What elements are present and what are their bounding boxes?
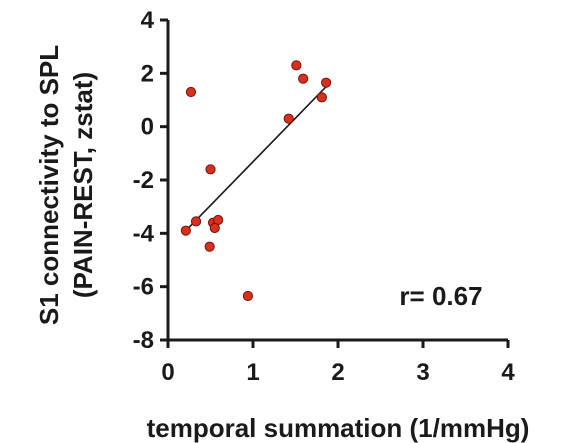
x-axis-label: temporal summation (1/mmHg) xyxy=(147,413,530,443)
x-tick-label: 0 xyxy=(161,359,174,386)
data-point xyxy=(180,225,191,236)
data-point xyxy=(283,113,294,124)
data-point xyxy=(185,86,197,98)
data-point xyxy=(291,60,302,71)
data-points xyxy=(180,60,332,302)
x-tick-label: 2 xyxy=(331,359,344,386)
data-point xyxy=(242,290,253,302)
y-tick-label: -4 xyxy=(133,220,155,247)
axes: 4 2 0 -2 -4 -6 -8 0 1 2 3 4 xyxy=(133,7,516,386)
data-point xyxy=(190,216,202,227)
data-point xyxy=(205,164,216,175)
data-point xyxy=(298,73,309,84)
y-tick-label: 4 xyxy=(141,7,155,34)
y-axis-label-line-1: S1 connectivity to SPL xyxy=(34,45,64,325)
data-point xyxy=(209,222,220,234)
y-tick-label: 0 xyxy=(141,114,154,141)
y-tick-label: -2 xyxy=(133,167,154,194)
y-tick-label: -8 xyxy=(133,327,154,354)
correlation-annotation: r= 0.67 xyxy=(399,281,482,311)
y-axis-label-line-2: (PAIN-REST, zstat) xyxy=(68,72,98,298)
trendline-group xyxy=(185,86,327,232)
y-axis-label: S1 connectivity to SPL (PAIN-REST, zstat… xyxy=(34,45,98,325)
x-tick-label: 1 xyxy=(246,359,259,386)
data-point xyxy=(321,77,332,88)
y-tick-label: 2 xyxy=(141,60,154,87)
x-tick-label: 3 xyxy=(416,359,429,386)
y-tick-label: -6 xyxy=(133,274,154,301)
data-point xyxy=(204,241,215,252)
data-point xyxy=(316,92,327,103)
x-tick-label: 4 xyxy=(501,359,515,386)
regression-line xyxy=(185,86,327,232)
